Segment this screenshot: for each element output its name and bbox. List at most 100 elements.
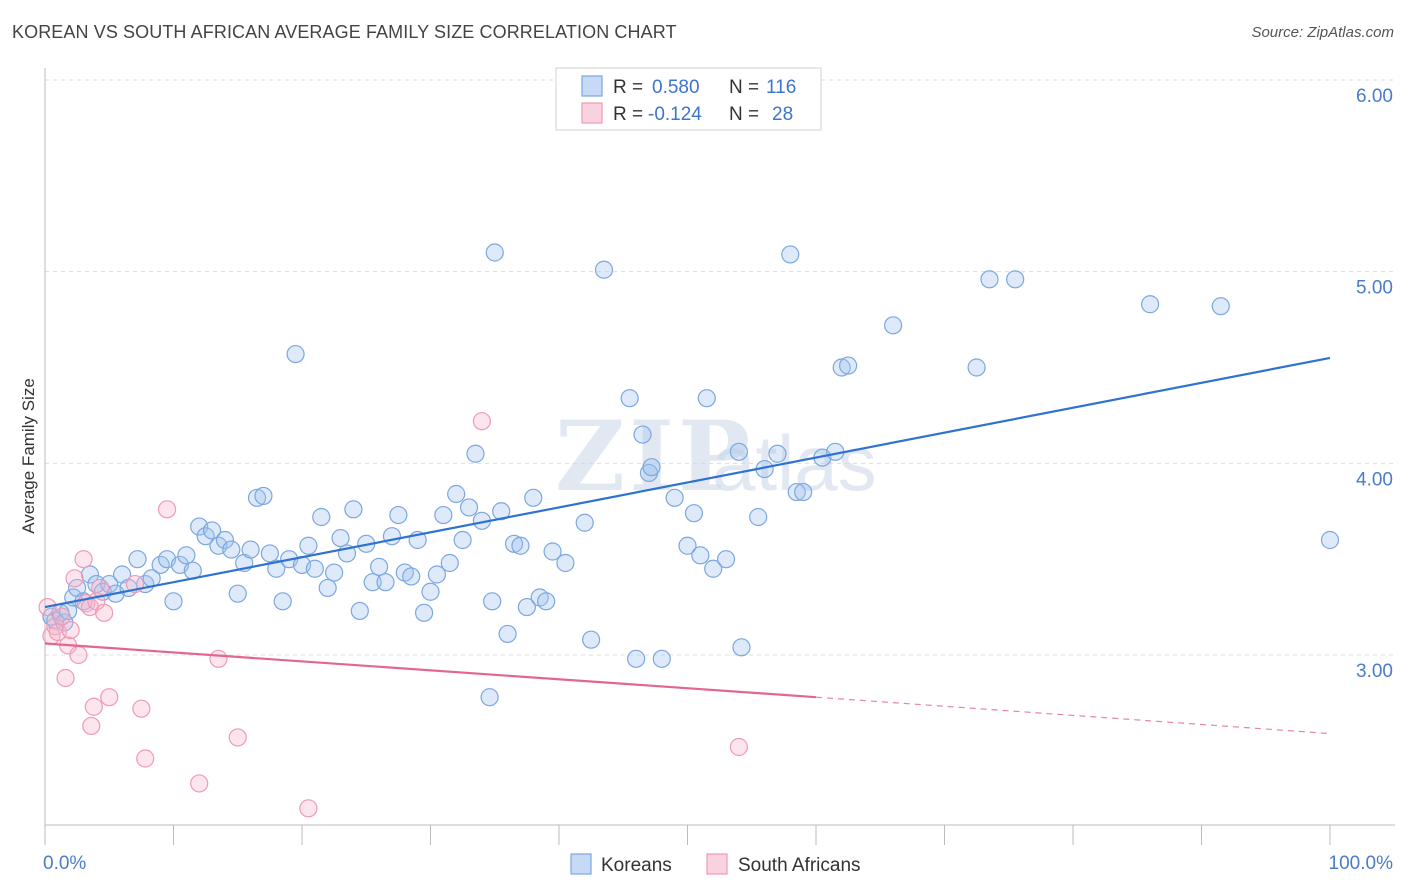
- korean-point: [402, 567, 421, 586]
- korean-point: [575, 513, 594, 532]
- legend-r-value-koreans: 0.580: [652, 77, 700, 98]
- y-tick-label: 5.00: [1356, 278, 1393, 299]
- korean-point: [447, 484, 466, 504]
- korean-point: [732, 638, 751, 657]
- legend-n-label-south-africans: N =: [729, 104, 759, 125]
- korean-point: [350, 601, 369, 621]
- korean-point: [697, 389, 716, 408]
- korean-point: [344, 500, 363, 519]
- korean-point: [1320, 530, 1340, 550]
- south-african-point: [157, 500, 177, 519]
- korean-point: [485, 243, 504, 262]
- korean-point: [665, 488, 684, 507]
- korean-point: [427, 565, 447, 584]
- south-african-point: [136, 749, 155, 768]
- south-african-point: [299, 799, 318, 818]
- trend-lines: [44, 356, 1331, 735]
- legend-r-value-south-africans: -0.124: [648, 104, 702, 125]
- korean-point: [832, 358, 851, 377]
- korean-point: [370, 557, 389, 576]
- korean-point: [260, 544, 279, 563]
- korean-point: [781, 245, 800, 264]
- korean-point: [582, 630, 601, 649]
- south-african-point: [228, 728, 247, 747]
- y-tick-label: 6.00: [1356, 86, 1393, 107]
- korean-point: [967, 358, 986, 377]
- korean-point: [434, 505, 453, 525]
- south-african-point: [472, 412, 491, 431]
- y-tick-label: 4.00: [1356, 469, 1393, 490]
- korean-point: [504, 534, 524, 553]
- korean-point: [414, 603, 434, 622]
- korean-point: [594, 260, 614, 279]
- korean-point: [749, 507, 768, 527]
- watermark: ZIP atlas: [555, 400, 877, 513]
- south-african-point: [82, 716, 101, 736]
- korean-point: [556, 553, 575, 573]
- korean-point: [222, 540, 241, 559]
- korean-point: [768, 444, 787, 463]
- korean-point: [305, 559, 324, 578]
- korean-point: [363, 573, 382, 592]
- south-african-point: [132, 699, 151, 718]
- korean-point: [376, 573, 395, 592]
- chart-title: KOREAN VS SOUTH AFRICAN AVERAGE FAMILY S…: [12, 22, 677, 42]
- korean-point: [480, 688, 499, 707]
- koreans-points: [42, 243, 1340, 707]
- south-african-point: [61, 620, 80, 640]
- south-african-point: [190, 774, 209, 793]
- korean-point: [80, 565, 100, 584]
- bottom-legend: Koreans South Africans: [570, 853, 861, 876]
- korean-point: [794, 482, 813, 502]
- south-african-point: [65, 569, 84, 588]
- korean-point: [241, 540, 260, 559]
- korean-point: [202, 521, 222, 540]
- south-africans-trend-line: [44, 642, 817, 699]
- south-african-point: [95, 603, 114, 622]
- korean-point: [228, 584, 247, 603]
- korean-point: [286, 344, 305, 364]
- south-african-point: [69, 645, 88, 665]
- south-african-point: [52, 607, 71, 626]
- korean-point: [716, 550, 736, 569]
- korean-point: [421, 582, 440, 601]
- korean-point: [839, 356, 858, 375]
- bottom-legend-south-africans: South Africans: [738, 855, 861, 876]
- korean-point: [1211, 297, 1230, 316]
- korean-point: [325, 563, 344, 582]
- korean-point: [652, 649, 671, 668]
- bottom-legend-koreans: Koreans: [601, 855, 672, 876]
- korean-point: [492, 502, 511, 521]
- south-african-point: [84, 697, 103, 716]
- korean-point: [312, 507, 331, 527]
- korean-point: [517, 597, 536, 617]
- korean-point: [684, 504, 704, 523]
- korean-point: [483, 592, 502, 611]
- korean-point: [883, 316, 903, 335]
- legend-swatch-koreans: [581, 75, 603, 97]
- south-africans-trend-extension: [815, 696, 1331, 735]
- south-african-point: [209, 649, 228, 668]
- korean-point: [1140, 295, 1160, 314]
- korean-point: [524, 488, 543, 507]
- korean-point: [318, 578, 337, 598]
- legend-r-label-koreans: R =: [613, 77, 643, 98]
- legend-swatch-south-africans: [581, 102, 603, 124]
- korean-point: [128, 550, 147, 569]
- koreans-trend-line: [44, 356, 1331, 609]
- korean-point: [466, 444, 485, 463]
- axes: [44, 68, 1395, 845]
- korean-point: [273, 592, 292, 611]
- y-tick-label: 3.00: [1356, 661, 1393, 682]
- x-tick-label: 100.0%: [1329, 853, 1394, 874]
- korean-point: [980, 270, 999, 289]
- source-label: Source: ZipAtlas.com: [1251, 24, 1394, 41]
- x-tick-label: 0.0%: [43, 853, 86, 874]
- legend-n-value-south-africans: 28: [772, 104, 793, 125]
- korean-point: [247, 488, 267, 507]
- korean-point: [177, 546, 196, 565]
- korean-point: [100, 574, 119, 594]
- legend-r-label-south-africans: R =: [613, 104, 643, 125]
- korean-point: [453, 530, 472, 550]
- korean-point: [164, 592, 183, 611]
